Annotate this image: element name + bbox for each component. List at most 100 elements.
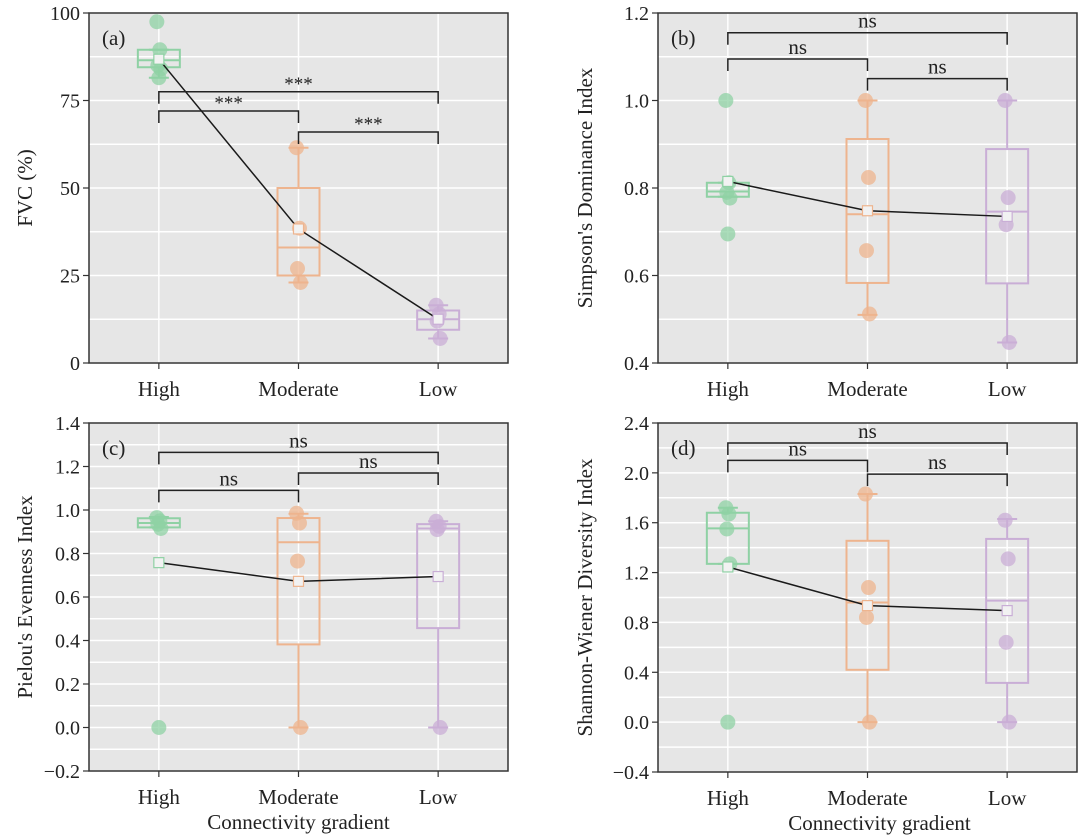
mean-marker — [722, 175, 734, 188]
data-point — [429, 522, 445, 538]
mean-marker — [432, 313, 444, 325]
mean-marker — [722, 561, 734, 573]
significance-bracket — [866, 77, 1008, 91]
data-point — [719, 521, 735, 537]
data-point — [152, 42, 168, 58]
x-axis-label: Connectivity gradient — [788, 811, 971, 835]
x-tick-label: High — [707, 786, 750, 810]
box-iqr — [985, 537, 1030, 684]
data-point — [153, 520, 169, 536]
y-tick-label: 1.6 — [624, 513, 649, 535]
y-tick-label: 1.2 — [624, 3, 649, 25]
y-tick-label: 0.6 — [624, 266, 649, 288]
x-tick-label: High — [138, 377, 181, 401]
data-point — [998, 634, 1014, 650]
y-tick-label: 0.0 — [55, 718, 80, 740]
y-axis-label: Pielou's Evenness Index — [13, 495, 37, 699]
data-point — [720, 714, 736, 730]
y-tick-label: 0 — [70, 353, 80, 375]
data-point — [1000, 551, 1016, 567]
mean-marker — [153, 557, 165, 569]
significance-label: ns — [788, 436, 807, 460]
y-tick-label: 1.0 — [624, 91, 649, 113]
data-point — [293, 275, 308, 290]
data-point — [1000, 190, 1016, 206]
data-point — [859, 243, 874, 259]
x-tick-label: Moderate — [827, 377, 907, 401]
x-axis-label: Connectivity gradient — [207, 810, 390, 834]
data-point — [858, 486, 873, 502]
significance-label: ns — [289, 428, 308, 452]
data-point — [151, 720, 167, 735]
data-point — [862, 306, 877, 322]
mean-marker — [292, 223, 305, 235]
significance-label: ns — [928, 450, 947, 474]
mean-marker — [292, 575, 305, 587]
y-tick-label: 0.8 — [55, 544, 80, 566]
data-point — [290, 261, 305, 276]
mean-marker — [1001, 604, 1013, 617]
y-tick-label: 2.4 — [624, 413, 649, 435]
y-tick-label: 0.0 — [624, 712, 649, 734]
y-axis-label: FVC (%) — [13, 149, 37, 227]
data-point — [290, 553, 305, 569]
data-point — [720, 226, 736, 242]
significance-bracket — [297, 131, 439, 144]
significance-label: ns — [858, 9, 877, 33]
data-point — [432, 331, 448, 346]
box-iqr — [845, 539, 890, 671]
data-point — [722, 190, 738, 206]
y-tick-label: 2.0 — [624, 463, 649, 485]
significance-label: ns — [858, 419, 877, 443]
significance-bracket — [297, 472, 439, 486]
y-tick-label: 1.2 — [55, 457, 80, 479]
y-tick-label: 0.6 — [55, 587, 80, 609]
data-point — [858, 93, 873, 108]
significance-bracket — [158, 110, 300, 123]
data-point — [1001, 334, 1017, 350]
y-tick-label: 1.0 — [55, 500, 80, 522]
significance-label: ns — [928, 55, 947, 79]
data-point — [151, 70, 167, 86]
panel-d: −0.4 0.0 0.4 0.8 1.2 1.6 2.0 2.4 High Moderate Low… — [573, 413, 1078, 835]
y-tick-label: 0.4 — [624, 353, 649, 375]
x-tick-label: Low — [419, 377, 458, 401]
significance-label: *** — [284, 74, 313, 95]
significance-label: ns — [359, 449, 378, 473]
y-tick-label: 1.4 — [55, 413, 80, 435]
data-point — [718, 93, 734, 108]
y-tick-label: 100 — [50, 3, 80, 25]
data-point — [997, 512, 1013, 528]
significance-bracket — [727, 31, 1008, 45]
y-tick-label: −0.4 — [613, 762, 649, 784]
x-tick-label: High — [707, 377, 750, 401]
x-tick-label: Moderate — [827, 786, 907, 810]
x-tick-label: High — [138, 785, 181, 809]
y-tick-label: 0.2 — [55, 674, 80, 696]
y-tick-label: 75 — [60, 91, 80, 113]
data-point — [862, 714, 877, 730]
panel-b: 0.4 0.6 0.8 1.0 1.2 High Moderate Low Simpson's … — [573, 3, 1078, 401]
panel-label: (c) — [102, 436, 125, 460]
panel-label: (a) — [102, 26, 125, 50]
significance-label: ns — [219, 466, 238, 490]
significance-bracket — [158, 451, 439, 465]
data-point — [149, 14, 165, 30]
x-tick-label: Moderate — [258, 377, 338, 401]
y-axis-label: Simpson's Dominance Index — [573, 67, 597, 308]
mean-marker — [153, 53, 165, 65]
data-point — [861, 170, 876, 185]
data-point — [859, 609, 874, 625]
y-tick-label: 0.4 — [624, 662, 649, 684]
data-point — [289, 140, 304, 156]
y-tick-label: 50 — [60, 178, 80, 200]
significance-bracket — [866, 473, 1008, 487]
mean-marker — [432, 570, 444, 583]
data-point — [293, 720, 308, 735]
panel-label: (b) — [671, 26, 696, 50]
y-axis-label: Shannon-Wiener Diversity Index — [573, 458, 597, 736]
significance-label: *** — [354, 114, 383, 135]
y-tick-label: 0.8 — [624, 178, 649, 200]
panel-label: (d) — [671, 436, 696, 460]
x-tick-label: Low — [419, 785, 458, 809]
